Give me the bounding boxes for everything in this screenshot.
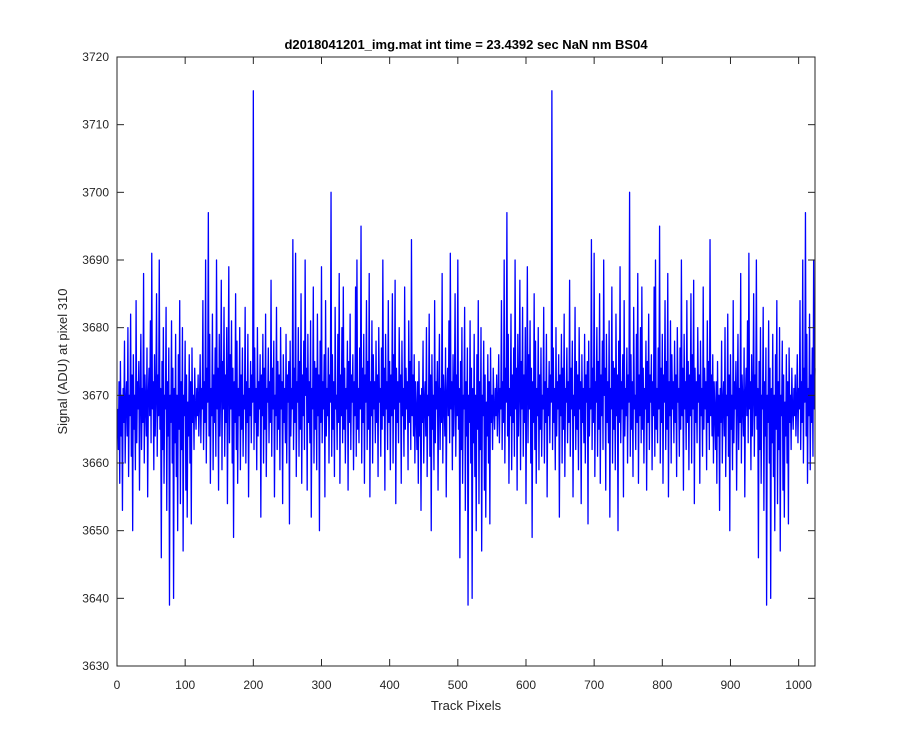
series-layer bbox=[117, 90, 816, 606]
x-tick-label: 200 bbox=[243, 678, 263, 692]
y-tick-label: 3700 bbox=[82, 185, 109, 199]
x-axis-label: Track Pixels bbox=[431, 698, 502, 713]
chart-title: d2018041201_img.mat int time = 23.4392 s… bbox=[284, 37, 648, 52]
y-tick-label: 3690 bbox=[82, 253, 109, 267]
y-axis-label: Signal (ADU) at pixel 310 bbox=[55, 289, 70, 435]
plot-frame bbox=[116, 56, 816, 667]
y-tick-label: 3680 bbox=[82, 321, 109, 335]
y-tick-label: 3650 bbox=[82, 524, 109, 538]
y-tick-label: 3710 bbox=[82, 118, 109, 132]
x-tick-label: 100 bbox=[175, 678, 195, 692]
x-tick-label: 800 bbox=[652, 678, 672, 692]
x-axis: 0 100 200 300 400 500 600 700 800 900 1000 bbox=[114, 57, 812, 692]
x-tick-label: 0 bbox=[114, 678, 121, 692]
x-tick-label: 400 bbox=[380, 678, 400, 692]
x-tick-label: 700 bbox=[584, 678, 604, 692]
y-tick-label: 3670 bbox=[82, 388, 109, 402]
series-line bbox=[117, 90, 816, 606]
y-tick-label: 3630 bbox=[82, 659, 109, 673]
y-tick-label: 3720 bbox=[82, 50, 109, 64]
x-tick-label: 1000 bbox=[785, 678, 812, 692]
x-tick-label: 600 bbox=[516, 678, 536, 692]
y-axis: 3630 3640 3650 3660 3670 3680 3690 3700 3710 3720 bbox=[82, 50, 815, 673]
x-tick-label: 900 bbox=[720, 678, 740, 692]
y-tick-label: 3640 bbox=[82, 591, 109, 605]
x-tick-label: 300 bbox=[311, 678, 331, 692]
x-tick-label: 500 bbox=[448, 678, 468, 692]
y-tick-label: 3660 bbox=[82, 456, 109, 470]
